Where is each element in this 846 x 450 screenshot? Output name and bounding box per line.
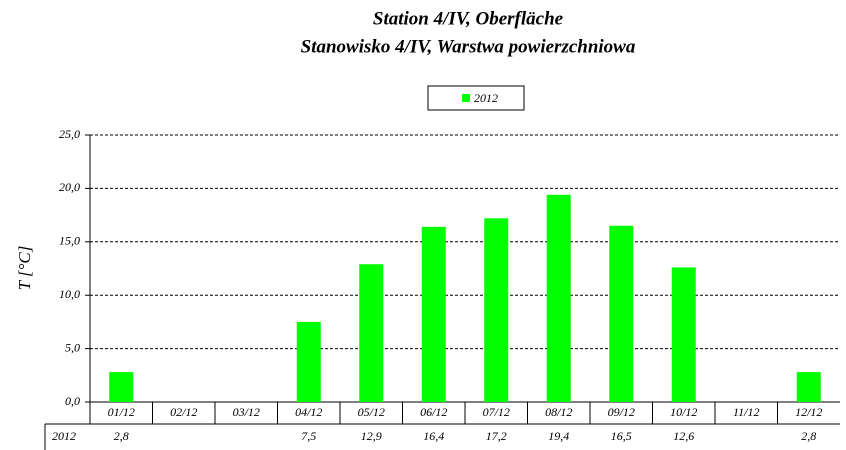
chart-subtitle: Stanowisko 4/IV, Warstwa powierzchniowa	[301, 36, 636, 57]
y-tick-label: 10,0	[59, 287, 80, 301]
bar	[109, 372, 134, 402]
x-tick-label: 04/12	[295, 405, 322, 419]
y-tick-label: 5,0	[65, 340, 80, 354]
bar	[671, 267, 696, 402]
y-tick-label: 15,0	[59, 234, 80, 248]
x-tick-label: 02/12	[170, 405, 197, 419]
x-tick-label: 05/12	[358, 405, 385, 419]
value-label: 2,8	[114, 429, 129, 443]
x-tick-label: 07/12	[483, 405, 510, 419]
value-label: 12,9	[361, 429, 382, 443]
bar	[359, 264, 384, 402]
value-label: 16,5	[611, 429, 632, 443]
value-label: 7,5	[301, 429, 316, 443]
bar	[296, 321, 321, 402]
chart-title: Station 4/IV, Oberfläche	[373, 8, 564, 29]
y-tick-label: 20,0	[59, 180, 80, 194]
value-label: 2,8	[801, 429, 816, 443]
bar	[609, 225, 634, 402]
value-label: 16,4	[423, 429, 444, 443]
x-tick-label: 12/12	[795, 405, 822, 419]
x-tick-label: 03/12	[233, 405, 260, 419]
bar	[546, 194, 571, 402]
y-tick-label: 25,0	[59, 127, 80, 141]
legend-swatch	[462, 94, 470, 102]
x-tick-label: 09/12	[608, 405, 635, 419]
legend-box	[427, 85, 525, 111]
value-label: 12,6	[673, 429, 694, 443]
value-label: 19,4	[548, 429, 569, 443]
x-tick-label: 01/12	[108, 405, 135, 419]
bar	[484, 218, 509, 402]
value-label: 17,2	[486, 429, 507, 443]
bar	[421, 226, 446, 402]
x-tick-label: 11/12	[733, 405, 759, 419]
x-tick-label: 06/12	[420, 405, 447, 419]
legend-label: 2012	[474, 91, 498, 105]
x-tick-label: 08/12	[545, 405, 572, 419]
table-row-label: 2012	[52, 429, 76, 443]
bar	[796, 372, 821, 402]
y-tick-label: 0,0	[65, 394, 80, 408]
x-tick-label: 10/12	[670, 405, 697, 419]
y-axis-title: T [°C]	[15, 246, 34, 291]
